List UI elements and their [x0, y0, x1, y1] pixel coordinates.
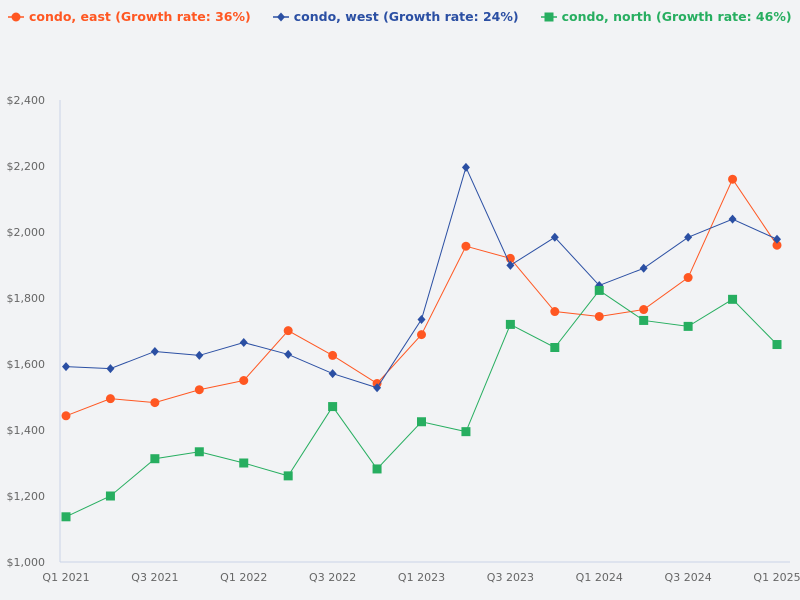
- series-0: [61, 174, 782, 421]
- x-tick-label: Q3 2024: [665, 571, 712, 584]
- y-tick-label: $1,600: [7, 358, 46, 371]
- data-point: [506, 260, 515, 270]
- data-point: [728, 214, 737, 224]
- y-tick-label: $1,400: [7, 424, 46, 437]
- legend-label: condo, north (Growth rate: 46%): [561, 9, 792, 24]
- data-point: [461, 162, 470, 172]
- data-point: [639, 305, 649, 315]
- legend-marker: [544, 12, 554, 21]
- data-point: [150, 346, 159, 356]
- data-point: [594, 311, 604, 321]
- data-point: [505, 319, 515, 329]
- series-line: [65, 165, 778, 389]
- legend-marker: [11, 12, 21, 21]
- data-point: [150, 454, 160, 464]
- y-tick-label: $1,800: [7, 292, 46, 305]
- data-point: [461, 241, 471, 251]
- data-point: [683, 321, 693, 331]
- series-line: [65, 289, 778, 518]
- data-point: [328, 350, 338, 360]
- x-tick-label: Q3 2023: [487, 571, 534, 584]
- data-point: [372, 464, 382, 474]
- legend-label: condo, west (Growth rate: 24%): [293, 9, 519, 24]
- legend-label: condo, east (Growth rate: 36%): [29, 9, 251, 24]
- x-tick-label: Q3 2021: [131, 571, 178, 584]
- y-tick-label: $2,200: [7, 160, 46, 173]
- legend: condo, east (Growth rate: 36%) condo, wes…: [8, 9, 792, 24]
- data-point: [684, 232, 693, 242]
- data-point: [284, 349, 293, 359]
- legend-item[interactable]: condo, north (Growth rate: 46%): [540, 9, 792, 24]
- data-point: [728, 174, 738, 184]
- data-point: [550, 307, 560, 317]
- data-point: [639, 315, 649, 325]
- data-point: [373, 383, 382, 393]
- data-point: [239, 458, 249, 468]
- y-tick-label: $1,200: [7, 490, 46, 503]
- data-point: [105, 394, 115, 404]
- x-tick-label: Q1 2022: [220, 571, 267, 584]
- series-1: [62, 162, 781, 393]
- data-point: [550, 232, 559, 242]
- circle-marker-icon: [8, 12, 24, 21]
- data-point: [283, 326, 293, 336]
- data-point: [417, 314, 426, 324]
- data-point: [62, 362, 70, 372]
- data-point: [105, 491, 115, 501]
- data-point: [106, 364, 115, 374]
- series-2: [61, 285, 782, 522]
- data-point: [61, 411, 71, 421]
- data-point: [194, 385, 204, 395]
- data-point: [150, 398, 160, 408]
- x-tick-label: Q1 2023: [398, 571, 445, 584]
- data-point: [594, 285, 604, 295]
- data-point: [772, 240, 782, 250]
- data-point: [239, 338, 248, 348]
- data-point: [550, 343, 560, 352]
- y-tick-label: $2,000: [7, 226, 46, 239]
- legend-item[interactable]: condo, west (Growth rate: 24%): [272, 9, 519, 24]
- legend-marker: [276, 12, 285, 21]
- data-point: [683, 273, 693, 283]
- data-point: [417, 417, 426, 427]
- data-point: [417, 330, 426, 340]
- square-marker-icon: [540, 12, 557, 21]
- x-tick-label: Q3 2022: [309, 571, 356, 584]
- data-point: [328, 369, 337, 379]
- diamond-marker-icon: [272, 12, 289, 21]
- data-point: [328, 402, 338, 412]
- data-point: [639, 263, 648, 273]
- data-point: [728, 294, 738, 304]
- data-point: [773, 234, 781, 244]
- data-point: [195, 350, 204, 360]
- data-point: [283, 471, 293, 481]
- data-point: [61, 512, 71, 522]
- x-tick-label: Q1 2021: [42, 571, 89, 584]
- x-tick-label: Q1 2024: [576, 571, 623, 584]
- x-tick-label: Q1 2025: [753, 571, 800, 584]
- legend-item[interactable]: condo, east (Growth rate: 36%): [8, 9, 251, 24]
- data-point: [239, 376, 249, 385]
- data-point: [461, 427, 471, 437]
- y-tick-label: $2,400: [7, 94, 46, 107]
- y-tick-label: $1,000: [7, 556, 46, 569]
- series-line: [65, 178, 778, 417]
- data-point: [194, 447, 204, 457]
- data-point: [772, 340, 782, 350]
